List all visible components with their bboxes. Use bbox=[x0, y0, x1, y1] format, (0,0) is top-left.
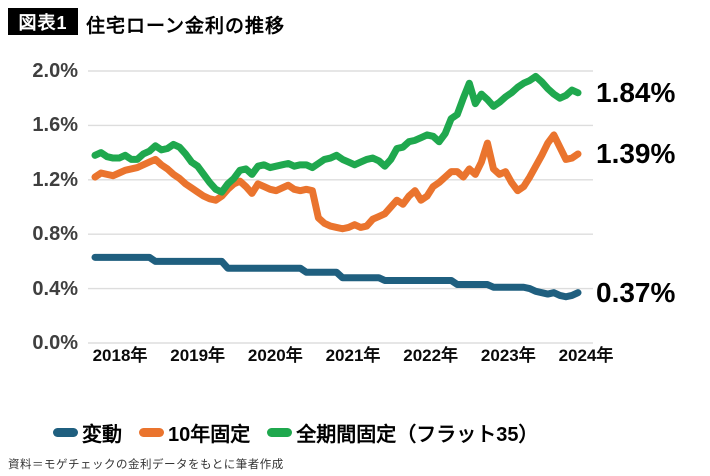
y-axis-tick-label: 2.0% bbox=[32, 60, 78, 82]
legend-item-label: 変動 bbox=[82, 424, 122, 446]
legend-item-flat35: 全期間固定（フラット35） bbox=[267, 418, 539, 447]
series-end-value-label: 1.84% bbox=[596, 76, 676, 108]
x-axis-tick-label: 2020年 bbox=[247, 346, 303, 365]
legend-item-label: 全期間固定（フラット35） bbox=[296, 424, 539, 446]
x-axis-tick-label: 2024年 bbox=[558, 346, 614, 365]
series-line bbox=[91, 253, 582, 301]
legend-item-10y-fixed: 10年固定 bbox=[139, 418, 250, 447]
series-end-value-label: 1.39% bbox=[596, 137, 676, 169]
legend-item-variable: 変動 bbox=[53, 418, 122, 447]
legend-swatch bbox=[267, 428, 293, 437]
x-axis-tick-label: 2021年 bbox=[325, 346, 381, 365]
x-axis-tick-label: 2018年 bbox=[92, 346, 148, 365]
x-axis-tick-label: 2022年 bbox=[403, 346, 459, 365]
y-axis-tick-label: 1.2% bbox=[32, 168, 78, 191]
series-end-value-label: 0.37% bbox=[596, 276, 676, 308]
legend: 変動 10年固定 全期間固定（フラット35） bbox=[53, 418, 539, 447]
legend-item-label: 10年固定 bbox=[168, 424, 251, 446]
page-title: 住宅ローン金利の推移 bbox=[86, 16, 286, 37]
x-axis-tick-label: 2019年 bbox=[170, 346, 226, 365]
series-line bbox=[91, 131, 582, 233]
source-note: 資料＝モゲチェックの金利データをもとに筆者作成 bbox=[8, 459, 284, 471]
y-axis-tick-label: 0.4% bbox=[32, 277, 78, 300]
legend-swatch bbox=[139, 428, 164, 437]
y-axis-tick-label: 1.6% bbox=[32, 114, 78, 137]
legend-swatch bbox=[53, 428, 78, 437]
y-axis-tick-label: 0.8% bbox=[32, 223, 78, 246]
figure-label-badge: 図表1 bbox=[8, 8, 78, 35]
series-line bbox=[91, 72, 582, 196]
x-axis-tick-label: 2023年 bbox=[480, 346, 536, 365]
y-axis-tick-label: 0.0% bbox=[32, 332, 78, 354]
